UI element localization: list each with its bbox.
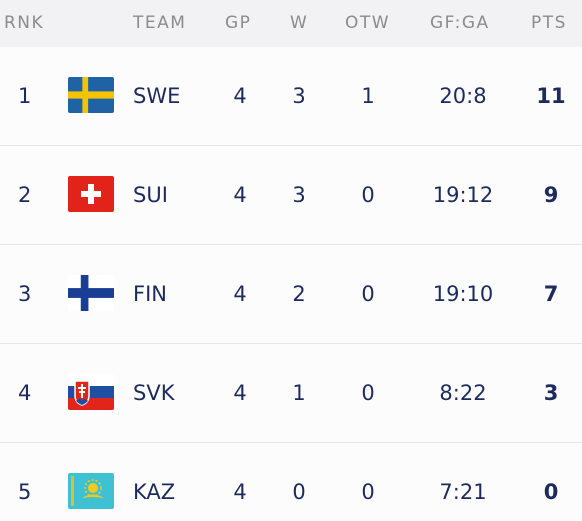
table-row[interactable]: 3 FIN 4 2 0 19:10 7 [0,245,582,344]
pts-cell: 11 [536,84,566,108]
team-cell[interactable]: FIN [133,282,167,306]
column-header-pts[interactable]: PTS [531,13,567,33]
gfga-cell: 8:22 [439,381,487,405]
kazakhstan-flag-icon [68,473,114,509]
gfga-cell: 20:8 [439,84,487,108]
w-cell: 0 [292,480,306,504]
team-cell[interactable]: KAZ [133,480,176,504]
table-row[interactable]: 4 SVK 4 1 0 8:22 3 [0,344,582,443]
rank-cell: 3 [18,282,32,306]
w-cell: 1 [292,381,306,405]
gp-cell: 4 [233,183,247,207]
otw-cell: 0 [361,480,375,504]
team-cell[interactable]: SWE [133,84,181,108]
table-row[interactable]: 5 KAZ 4 0 0 7:21 0 [0,443,582,521]
otw-cell: 0 [361,381,375,405]
column-header-team[interactable]: TEAM [133,13,187,33]
gp-cell: 4 [233,381,247,405]
switzerland-flag-icon [68,176,114,212]
gp-cell: 4 [233,480,247,504]
w-cell: 2 [292,282,306,306]
w-cell: 3 [292,183,306,207]
team-cell[interactable]: SVK [133,381,175,405]
rank-cell: 5 [18,480,32,504]
column-header-otw[interactable]: OTW [345,13,391,33]
rank-cell: 2 [18,183,32,207]
finland-flag-icon [68,275,114,311]
gfga-cell: 7:21 [439,480,487,504]
column-header-w[interactable]: W [290,13,309,33]
column-header-gp[interactable]: GP [225,13,252,33]
otw-cell: 1 [361,84,375,108]
rank-cell: 4 [18,381,32,405]
gfga-cell: 19:10 [432,282,494,306]
table-row[interactable]: 1 SWE 4 3 1 20:8 11 [0,47,582,146]
team-cell[interactable]: SUI [133,183,168,207]
gfga-cell: 19:12 [432,183,494,207]
pts-cell: 3 [543,381,559,405]
otw-cell: 0 [361,282,375,306]
sweden-flag-icon [68,77,114,113]
slovakia-flag-icon [68,374,114,410]
gp-cell: 4 [233,282,247,306]
column-header-gfga[interactable]: GF:GA [430,13,490,33]
otw-cell: 0 [361,183,375,207]
table-row[interactable]: 2 SUI 4 3 0 19:12 9 [0,146,582,245]
column-header-rank[interactable]: RNK [4,13,45,33]
pts-cell: 9 [543,183,559,207]
pts-cell: 0 [543,480,559,504]
table-header: RNK TEAM GP W OTW GF:GA PTS [0,0,582,47]
rank-cell: 1 [18,84,32,108]
pts-cell: 7 [543,282,559,306]
gp-cell: 4 [233,84,247,108]
w-cell: 3 [292,84,306,108]
